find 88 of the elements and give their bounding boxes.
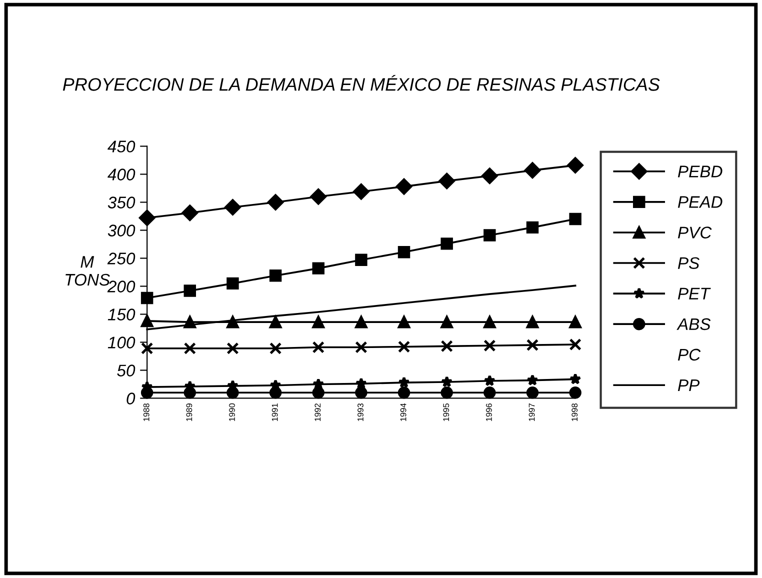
point bbox=[184, 342, 196, 355]
point bbox=[526, 386, 539, 399]
point bbox=[269, 269, 282, 282]
point bbox=[267, 194, 284, 210]
point bbox=[484, 316, 496, 328]
point bbox=[310, 188, 326, 205]
x-tick-label: 1993 bbox=[358, 403, 364, 422]
x-tick-label: 1988 bbox=[143, 403, 150, 422]
point bbox=[355, 316, 368, 328]
point bbox=[140, 342, 154, 355]
x-tick-label: 1992 bbox=[314, 404, 321, 422]
y-tick-label: 350 bbox=[108, 196, 136, 208]
chart-title: PROYECCION DE LA DEMANDA EN MÉXICO DE RESINAS PLASTICAS bbox=[62, 75, 660, 91]
point bbox=[312, 341, 324, 354]
point bbox=[398, 316, 410, 328]
point bbox=[312, 316, 324, 328]
point bbox=[440, 316, 453, 328]
legend-label: PET bbox=[678, 288, 711, 300]
x-tick-label: 1997 bbox=[528, 404, 535, 422]
y-tick-label: 450 bbox=[108, 140, 136, 152]
x-tick-label: 1998 bbox=[572, 403, 578, 422]
point bbox=[440, 340, 453, 352]
point bbox=[440, 376, 453, 388]
legend-label: PVC bbox=[678, 226, 712, 238]
point bbox=[312, 378, 324, 390]
point bbox=[524, 162, 541, 178]
point bbox=[484, 386, 496, 399]
point bbox=[398, 340, 410, 353]
point bbox=[353, 183, 370, 200]
point bbox=[569, 373, 582, 384]
y-tick-label: 300 bbox=[108, 224, 136, 236]
point bbox=[398, 246, 410, 258]
y-tick-label: 100 bbox=[108, 336, 136, 348]
y-tick-label: 400 bbox=[108, 168, 136, 180]
y-tick-label: 150 bbox=[108, 308, 136, 320]
y-tick-label: 200 bbox=[107, 280, 136, 292]
legend-label: PEBD bbox=[678, 166, 722, 178]
point bbox=[312, 262, 324, 274]
x-tick-label: 1990 bbox=[229, 403, 235, 422]
point bbox=[355, 254, 368, 266]
x-tick-label: 1996 bbox=[486, 403, 492, 422]
legend-label: PS bbox=[678, 257, 700, 270]
legend-label: PP bbox=[678, 380, 700, 391]
point bbox=[269, 342, 282, 355]
point bbox=[184, 316, 196, 328]
x-tick-label: 1991 bbox=[272, 404, 278, 422]
point bbox=[396, 178, 412, 195]
point bbox=[224, 199, 241, 216]
point bbox=[526, 374, 538, 386]
point bbox=[569, 386, 582, 399]
point bbox=[526, 316, 539, 328]
point bbox=[138, 210, 156, 226]
point bbox=[226, 277, 239, 290]
point bbox=[526, 338, 539, 352]
point bbox=[440, 238, 453, 250]
x-tick-label: 1989 bbox=[186, 403, 192, 422]
point bbox=[226, 316, 239, 328]
point bbox=[184, 284, 196, 297]
point bbox=[312, 386, 324, 399]
legend-label: PEAD bbox=[678, 196, 722, 208]
legend-label: ABS bbox=[676, 318, 711, 330]
point bbox=[484, 229, 496, 242]
point bbox=[355, 378, 368, 389]
y-tick-label: 250 bbox=[107, 252, 136, 264]
point bbox=[355, 341, 368, 354]
x-tick-label: 1994 bbox=[400, 403, 406, 422]
point bbox=[355, 386, 368, 399]
point bbox=[440, 386, 453, 399]
point bbox=[569, 212, 582, 226]
point bbox=[140, 292, 154, 304]
y-tick-label: 50 bbox=[117, 364, 136, 376]
point bbox=[567, 157, 584, 174]
point bbox=[569, 338, 582, 351]
point bbox=[269, 316, 282, 328]
x-tick-label: 1995 bbox=[443, 403, 450, 422]
point bbox=[226, 342, 239, 355]
point bbox=[140, 314, 154, 328]
point bbox=[438, 172, 455, 190]
text: PC bbox=[678, 348, 701, 361]
point bbox=[182, 204, 198, 221]
point bbox=[482, 168, 498, 184]
point bbox=[526, 221, 539, 234]
point bbox=[484, 339, 496, 352]
point bbox=[398, 376, 410, 388]
point bbox=[398, 386, 410, 399]
point bbox=[569, 316, 582, 328]
y-tick-label: 0 bbox=[126, 392, 136, 404]
point bbox=[484, 374, 496, 386]
